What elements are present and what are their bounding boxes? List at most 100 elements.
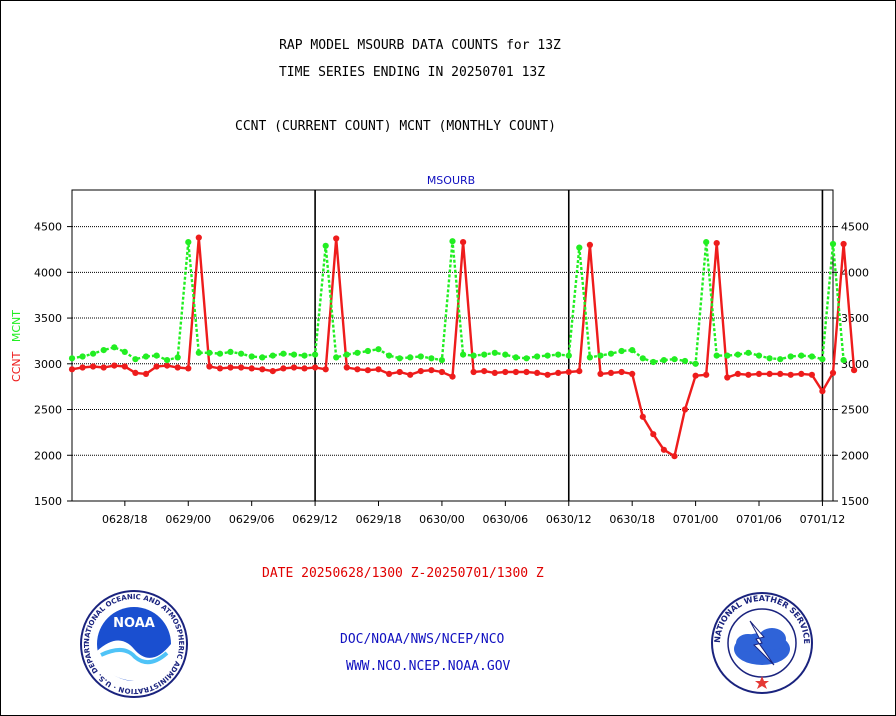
ccnt-point (851, 367, 858, 374)
mcnt-point (607, 350, 615, 357)
mcnt-point (808, 353, 816, 360)
mcnt-point (364, 347, 371, 355)
mcnt-point (206, 349, 213, 356)
y-tick-label-right: 1500 (841, 495, 869, 508)
mcnt-point (121, 348, 128, 355)
x-tick-label: 0630/06 (482, 513, 528, 526)
x-tick-label: 0629/18 (356, 513, 402, 526)
mcnt-point (660, 357, 668, 364)
ccnt-point (333, 235, 340, 242)
svg-text:CCNT MCNT: CCNT MCNT (10, 310, 23, 382)
mcnt-point (544, 352, 551, 359)
ccnt-point (185, 365, 192, 372)
ccnt-point (216, 365, 224, 372)
chart-subtitle: TIME SERIES ENDING IN 20250701 13Z (278, 65, 546, 80)
x-tick-label: 0630/00 (419, 513, 465, 526)
doc-noaa-link[interactable]: DOC/NOAA/NWS/NCEP/NCO (340, 632, 505, 647)
mcnt-point (460, 351, 467, 358)
chart-title: RAP MODEL MSOURB DATA COUNTS for 13Z (279, 38, 561, 53)
mcnt-point (248, 353, 255, 360)
y-tick-label-right: 2000 (841, 449, 869, 462)
y-tick-label-right: 2500 (841, 404, 869, 417)
ccnt-point (745, 371, 752, 378)
ccnt-point (777, 370, 784, 377)
ccnt-point (375, 366, 382, 373)
mcnt-point (840, 357, 847, 364)
mcnt-point (502, 351, 509, 358)
mcnt-point (301, 352, 308, 359)
ccnt-point (290, 364, 298, 371)
ccnt-point (248, 365, 255, 372)
ccnt-point (301, 365, 308, 372)
ccnt-point (787, 371, 794, 378)
nco-website-link[interactable]: WWW.NCO.NCEP.NOAA.GOV (346, 659, 511, 674)
mcnt-point (745, 349, 752, 356)
ccnt-point (703, 371, 710, 378)
x-tick-label: 0629/12 (292, 513, 338, 526)
y-tick-label-left: 2500 (34, 404, 62, 417)
mcnt-point (692, 360, 699, 367)
panel-title: MSOURB (427, 174, 475, 187)
grid-lines (72, 226, 833, 456)
mcnt-point (481, 351, 488, 358)
ccnt-point (491, 369, 498, 376)
ccnt-point (502, 368, 509, 376)
ccnt-point (565, 368, 572, 376)
mcnt-point (534, 353, 541, 360)
mcnt-point (68, 355, 76, 362)
mcnt-point (829, 240, 837, 248)
ccnt-point (618, 368, 625, 376)
y-tick-label-left: 2000 (34, 449, 62, 462)
noaa-logo-text: NOAA (113, 616, 155, 631)
noaa-logo: NATIONAL OCEANIC AND ATMOSPHERIC ADMINIS… (79, 589, 188, 698)
mcnt-point (79, 353, 86, 360)
mcnt-point (491, 349, 498, 356)
mcnt-point (565, 352, 572, 359)
ccnt-point (481, 368, 488, 375)
mcnt-point (333, 354, 340, 361)
x-tick-label: 0629/00 (165, 513, 211, 526)
mcnt-point (343, 351, 350, 358)
ccnt-point (692, 372, 699, 379)
ccnt-point (660, 446, 668, 453)
ccnt-point (713, 240, 720, 247)
ccnt-point (68, 366, 76, 373)
x-tick-label: 0630/18 (609, 513, 655, 526)
mcnt-point (703, 239, 710, 246)
mcnt-point (713, 352, 720, 359)
x-tick-label: 0628/18 (102, 513, 148, 526)
series-description: CCNT (CURRENT COUNT) MCNT (MONTHLY COUNT… (235, 119, 556, 134)
y-tick-label-right: 4000 (841, 266, 869, 279)
ccnt-point (671, 453, 678, 460)
ccnt-point (512, 368, 520, 376)
ccnt-point (460, 239, 467, 246)
ccnt-point (227, 364, 234, 371)
x-tick-label: 0701/00 (673, 513, 719, 526)
ccnt-point (312, 364, 319, 371)
mcnt-point (671, 356, 678, 363)
ccnt-point (724, 374, 731, 381)
ccnt-point (259, 366, 266, 373)
ccnt-point (121, 363, 128, 370)
x-tick-label: 0701/12 (800, 513, 846, 526)
mcnt-point (428, 355, 435, 362)
y-tick-label-left: 4500 (34, 221, 62, 234)
mcnt-point (111, 344, 118, 351)
mcnt-line (71, 241, 845, 366)
ccnt-point (100, 364, 107, 371)
mcnt-point (681, 357, 689, 365)
ccnt-point (386, 370, 393, 377)
ccnt-point (449, 373, 456, 380)
mcnt-point (280, 350, 287, 357)
mcnt-point (523, 355, 530, 362)
mcnt-point (819, 356, 826, 363)
ccnt-point (639, 413, 646, 420)
ccnt-point (438, 368, 445, 376)
ccnt-point (343, 364, 350, 371)
mcnt-point (650, 358, 657, 366)
mcnt-point (354, 349, 361, 356)
mcnt-point (597, 352, 604, 359)
mcnt-point (132, 356, 139, 363)
mcnt-point (449, 238, 456, 245)
ccnt-point (79, 364, 86, 371)
